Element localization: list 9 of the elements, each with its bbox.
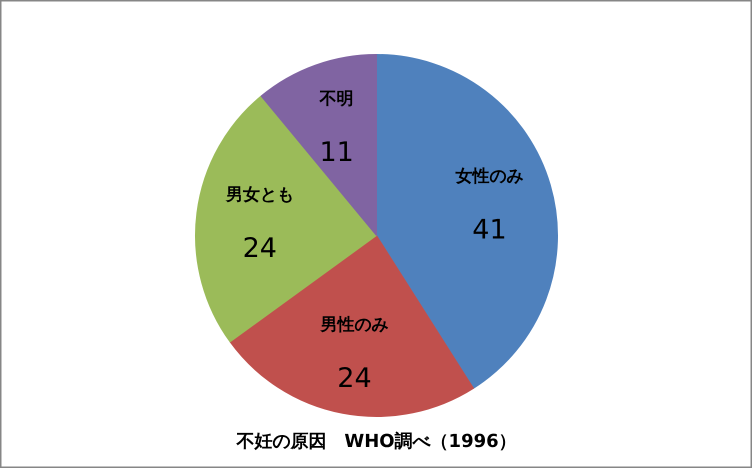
slice-label: 不明 — [318, 88, 354, 109]
slice-label: 男女とも — [224, 184, 294, 205]
data-label: 41 — [472, 214, 507, 246]
data-label: 24 — [337, 363, 372, 394]
text: 不妊の原因 WHO調べ（1996） — [235, 431, 517, 452]
data-label: 11 — [319, 136, 354, 168]
slice-label: 男性のみ — [319, 315, 388, 336]
slice-label: 女性のみ — [454, 166, 524, 187]
data-label: 24 — [242, 232, 277, 264]
